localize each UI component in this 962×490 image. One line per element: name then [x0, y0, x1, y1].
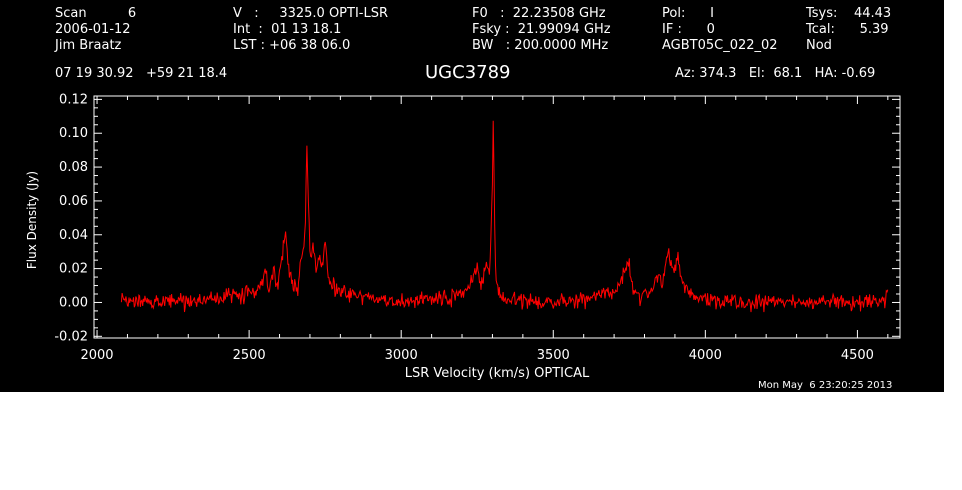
y-tick-label: 0.06 [59, 194, 88, 209]
x-tick-label: 3500 [537, 348, 570, 363]
header-tcal: Tcal: 5.39 [806, 22, 889, 37]
axes-layer [93, 95, 901, 339]
spectrum-chart: 2000 2500 3000 3500 4000 4500 -0.02 0.00 0.02 0.0… [25, 92, 901, 381]
y-axis-label: Flux Density (Jy) [25, 171, 39, 269]
x-tick-label: 4500 [841, 348, 874, 363]
header-sky-frequency: Fsky : 21.99094 GHz [472, 22, 611, 37]
y-tick-label: 0.00 [59, 295, 88, 310]
header-proc: Nod [806, 38, 832, 53]
y-tick-label: 0.10 [59, 126, 88, 141]
source-title: UGC3789 [425, 62, 511, 83]
header-lst: LST : +06 38 06.0 [233, 38, 351, 53]
x-tick-label: 2000 [80, 348, 113, 363]
header-scan: Scan 6 [55, 6, 137, 21]
timestamp: Mon May 6 23:20:25 2013 [758, 380, 893, 391]
ticks-layer [94, 96, 900, 338]
tick-labels-layer: 2000 2500 3000 3500 4000 4500 -0.02 0.00 0.02 0.0… [54, 92, 874, 363]
y-tick-label: 0.08 [59, 160, 88, 175]
x-tick-label: 3000 [385, 348, 418, 363]
header-if: IF : 0 [662, 22, 715, 37]
x-tick-label: 4000 [689, 348, 722, 363]
plot-panel: Scan 6 2006-01-12 Jim Braatz V : 3325.0 … [0, 0, 944, 392]
header-integration: Int : 01 13 18.1 [233, 22, 342, 37]
header-project: AGBT05C_022_02 [662, 38, 778, 53]
header-az-el-ha: Az: 374.3 El: 68.1 HA: -0.69 [675, 66, 876, 81]
y-tick-label: 0.02 [59, 262, 88, 277]
header-bandwidth: BW : 200.0000 MHz [472, 38, 609, 53]
header-rest-frequency: F0 : 22.23508 GHz [472, 6, 606, 21]
header-tsys: Tsys: 44.43 [806, 6, 892, 21]
header-observer: Jim Braatz [55, 38, 122, 53]
spectrum-trace [120, 120, 889, 313]
header-coordinates: 07 19 30.92 +59 21 18.4 [55, 66, 228, 81]
x-axis-label: LSR Velocity (km/s) OPTICAL [405, 366, 590, 381]
x-tick-label: 2500 [233, 348, 266, 363]
y-tick-label: -0.02 [54, 329, 88, 344]
trace-layer [120, 120, 889, 313]
header-velocity: V : 3325.0 OPTI-LSR [233, 6, 389, 21]
plot-frame [93, 95, 901, 339]
header-date: 2006-01-12 [55, 22, 131, 37]
y-tick-label: 0.12 [59, 92, 88, 107]
y-tick-label: 0.04 [59, 228, 88, 243]
header-polarization: Pol: I [662, 6, 714, 21]
